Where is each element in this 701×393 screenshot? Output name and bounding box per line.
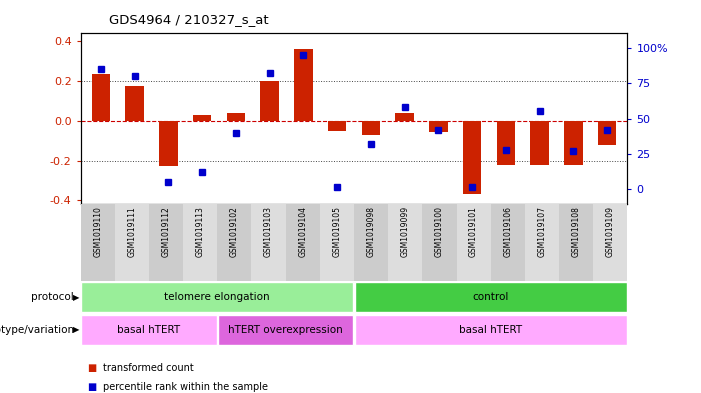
- Bar: [531, 121, 549, 165]
- Bar: [115, 204, 149, 281]
- Bar: [463, 121, 482, 195]
- Bar: [559, 204, 593, 281]
- Text: percentile rank within the sample: percentile rank within the sample: [103, 382, 268, 393]
- Text: GSM1019103: GSM1019103: [264, 206, 273, 257]
- Text: GSM1019098: GSM1019098: [367, 206, 376, 257]
- Text: GSM1019102: GSM1019102: [230, 206, 239, 257]
- Bar: [395, 113, 414, 121]
- Text: ■: ■: [88, 363, 97, 373]
- Text: GSM1019108: GSM1019108: [571, 206, 580, 257]
- Bar: [252, 204, 286, 281]
- Text: GSM1019112: GSM1019112: [161, 206, 170, 257]
- Bar: [388, 204, 422, 281]
- Bar: [320, 204, 354, 281]
- Bar: [496, 121, 515, 165]
- Text: GSM1019106: GSM1019106: [503, 206, 512, 257]
- Bar: [92, 74, 110, 121]
- Bar: [422, 204, 456, 281]
- Bar: [362, 121, 380, 135]
- Bar: [294, 49, 313, 121]
- Bar: [159, 121, 177, 165]
- Text: basal hTERT: basal hTERT: [459, 325, 522, 335]
- Text: basal hTERT: basal hTERT: [117, 325, 181, 335]
- Text: protocol: protocol: [31, 292, 77, 302]
- Bar: [328, 121, 346, 131]
- Bar: [218, 315, 353, 345]
- Bar: [149, 204, 183, 281]
- Text: ▶: ▶: [73, 325, 79, 334]
- Bar: [81, 315, 217, 345]
- Bar: [593, 204, 627, 281]
- Bar: [193, 115, 212, 121]
- Bar: [226, 113, 245, 121]
- Bar: [355, 282, 627, 312]
- Bar: [355, 315, 627, 345]
- Text: GSM1019110: GSM1019110: [93, 206, 102, 257]
- Text: hTERT overexpression: hTERT overexpression: [229, 325, 343, 335]
- Text: GSM1019105: GSM1019105: [332, 206, 341, 257]
- Text: transformed count: transformed count: [103, 363, 193, 373]
- Text: GDS4964 / 210327_s_at: GDS4964 / 210327_s_at: [109, 13, 268, 26]
- Bar: [217, 204, 252, 281]
- Text: GSM1019099: GSM1019099: [401, 206, 410, 257]
- Bar: [525, 204, 559, 281]
- Bar: [456, 204, 491, 281]
- Bar: [598, 121, 616, 145]
- Bar: [286, 204, 320, 281]
- Text: GSM1019109: GSM1019109: [606, 206, 615, 257]
- Text: GSM1019111: GSM1019111: [128, 206, 137, 257]
- Text: telomere elongation: telomere elongation: [165, 292, 270, 302]
- Bar: [81, 204, 115, 281]
- Text: ▶: ▶: [73, 293, 79, 302]
- Bar: [564, 121, 583, 165]
- Text: GSM1019104: GSM1019104: [298, 206, 307, 257]
- Bar: [125, 86, 144, 121]
- Bar: [429, 121, 448, 132]
- Text: GSM1019101: GSM1019101: [469, 206, 478, 257]
- Bar: [260, 81, 279, 121]
- Bar: [491, 204, 525, 281]
- Text: ■: ■: [88, 382, 97, 393]
- Text: GSM1019113: GSM1019113: [196, 206, 205, 257]
- Bar: [81, 282, 353, 312]
- Text: genotype/variation: genotype/variation: [0, 325, 77, 335]
- Text: GSM1019100: GSM1019100: [435, 206, 444, 257]
- Bar: [183, 204, 217, 281]
- Bar: [354, 204, 388, 281]
- Text: GSM1019107: GSM1019107: [538, 206, 547, 257]
- Text: control: control: [472, 292, 509, 302]
